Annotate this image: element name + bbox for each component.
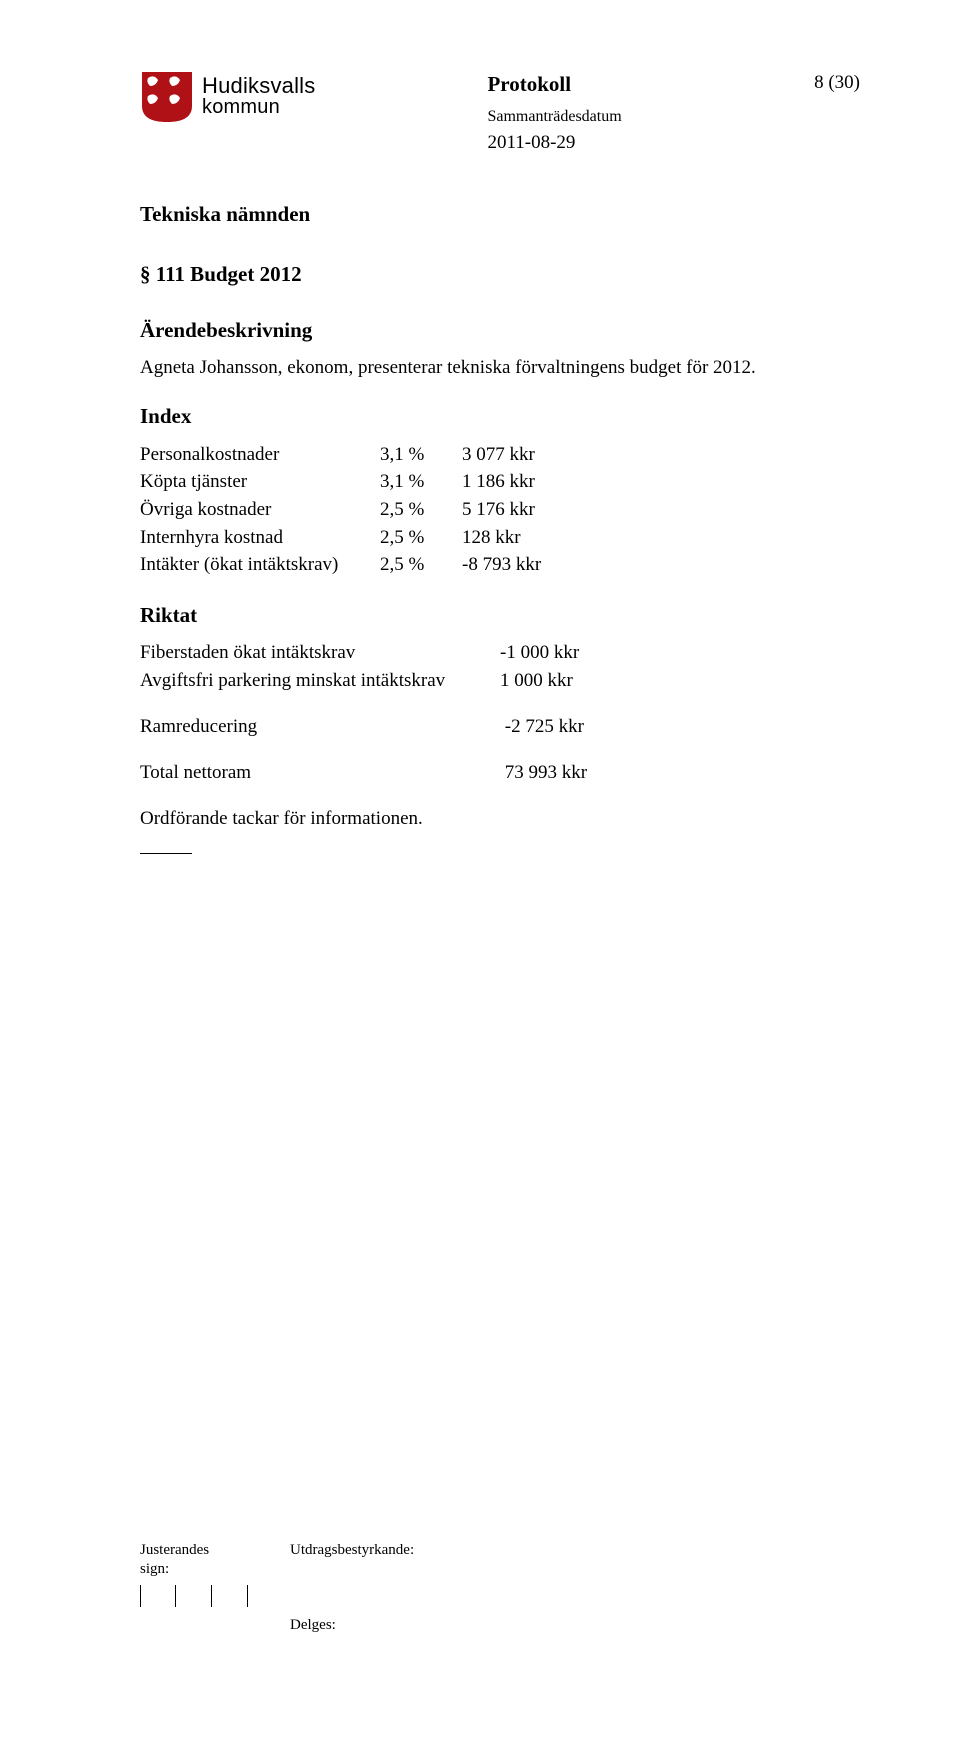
index-label: Internhyra kostnad	[140, 524, 380, 552]
heading-tekniska: Tekniska nämnden	[140, 200, 860, 228]
table-row: Köpta tjänster 3,1 % 1 186 kkr	[140, 468, 602, 496]
table-row: Personalkostnader 3,1 % 3 077 kkr	[140, 441, 602, 469]
footer-justerandes-line1: Justerandes	[140, 1541, 290, 1560]
heading-index: Index	[140, 402, 860, 430]
index-pct: 2,5 %	[380, 496, 462, 524]
footer-utdrag: Utdragsbestyrkande:	[290, 1541, 414, 1560]
ramreducering-row: Ramreducering -2 725 kkr	[140, 714, 860, 740]
nettoram-label: Total nettoram	[140, 760, 500, 786]
index-val: -8 793 kkr	[462, 551, 602, 579]
table-row: Internhyra kostnad 2,5 % 128 kkr	[140, 524, 602, 552]
heading-arende: Ärendebeskrivning	[140, 316, 860, 344]
logo-line-2: kommun	[202, 97, 315, 118]
index-label: Köpta tjänster	[140, 468, 380, 496]
table-row: Avgiftsfri parkering minskat intäktskrav…	[140, 667, 640, 695]
index-pct: 2,5 %	[380, 524, 462, 552]
footer-justerandes-line2: sign:	[140, 1560, 290, 1579]
logo: Hudiksvalls kommun	[140, 70, 315, 124]
signature-boxes	[140, 1585, 860, 1607]
index-pct: 3,1 %	[380, 468, 462, 496]
index-table: Personalkostnader 3,1 % 3 077 kkr Köpta …	[140, 441, 602, 579]
index-label: Intäkter (ökat intäktskrav)	[140, 551, 380, 579]
heading-paragraf: § 111 Budget 2012	[140, 260, 860, 288]
index-val: 128 kkr	[462, 524, 602, 552]
logo-line-1: Hudiksvalls	[202, 74, 315, 97]
riktat-table: Fiberstaden ökat intäktskrav -1 000 kkr …	[140, 639, 640, 694]
hudiksvall-shield-icon	[140, 70, 194, 124]
riktat-val: -1 000 kkr	[500, 639, 640, 667]
table-row: Övriga kostnader 2,5 % 5 176 kkr	[140, 496, 602, 524]
index-val: 1 186 kkr	[462, 468, 602, 496]
page: Hudiksvalls kommun Protokoll Sammanträde…	[0, 0, 960, 1755]
index-label: Personalkostnader	[140, 441, 380, 469]
header-date: 2011-08-29	[487, 130, 621, 156]
body: Tekniska nämnden § 111 Budget 2012 Ärend…	[140, 200, 860, 855]
riktat-label: Avgiftsfri parkering minskat intäktskrav	[140, 667, 500, 695]
header-center: Protokoll Sammanträdesdatum 2011-08-29	[487, 70, 621, 156]
header-protokoll: Protokoll	[487, 70, 621, 98]
riktat-label: Fiberstaden ökat intäktskrav	[140, 639, 500, 667]
index-pct: 3,1 %	[380, 441, 462, 469]
ramreducering-label: Ramreducering	[140, 714, 500, 740]
footer: Justerandes sign: Utdragsbestyrkande: De…	[140, 1541, 860, 1635]
header: Hudiksvalls kommun Protokoll Sammanträde…	[140, 70, 860, 156]
logo-text: Hudiksvalls kommun	[202, 74, 315, 118]
heading-riktat: Riktat	[140, 601, 860, 629]
header-sammantradesdatum: Sammanträdesdatum	[487, 106, 621, 128]
index-pct: 2,5 %	[380, 551, 462, 579]
index-val: 3 077 kkr	[462, 441, 602, 469]
nettoram-val: 73 993 kkr	[505, 762, 587, 783]
separator-rule	[140, 853, 192, 854]
footer-delges: Delges:	[290, 1615, 860, 1635]
ordforande-text: Ordförande tackar för informationen.	[140, 806, 860, 832]
ramreducering-val: -2 725 kkr	[505, 716, 584, 737]
table-row: Intäkter (ökat intäktskrav) 2,5 % -8 793…	[140, 551, 602, 579]
page-counter: 8 (30)	[814, 70, 860, 96]
index-val: 5 176 kkr	[462, 496, 602, 524]
table-row: Fiberstaden ökat intäktskrav -1 000 kkr	[140, 639, 640, 667]
intro-text: Agneta Johansson, ekonom, presenterar te…	[140, 355, 860, 381]
nettoram-row: Total nettoram 73 993 kkr	[140, 760, 860, 786]
footer-justerandes: Justerandes sign:	[140, 1541, 290, 1579]
index-label: Övriga kostnader	[140, 496, 380, 524]
riktat-val: 1 000 kkr	[500, 667, 640, 695]
